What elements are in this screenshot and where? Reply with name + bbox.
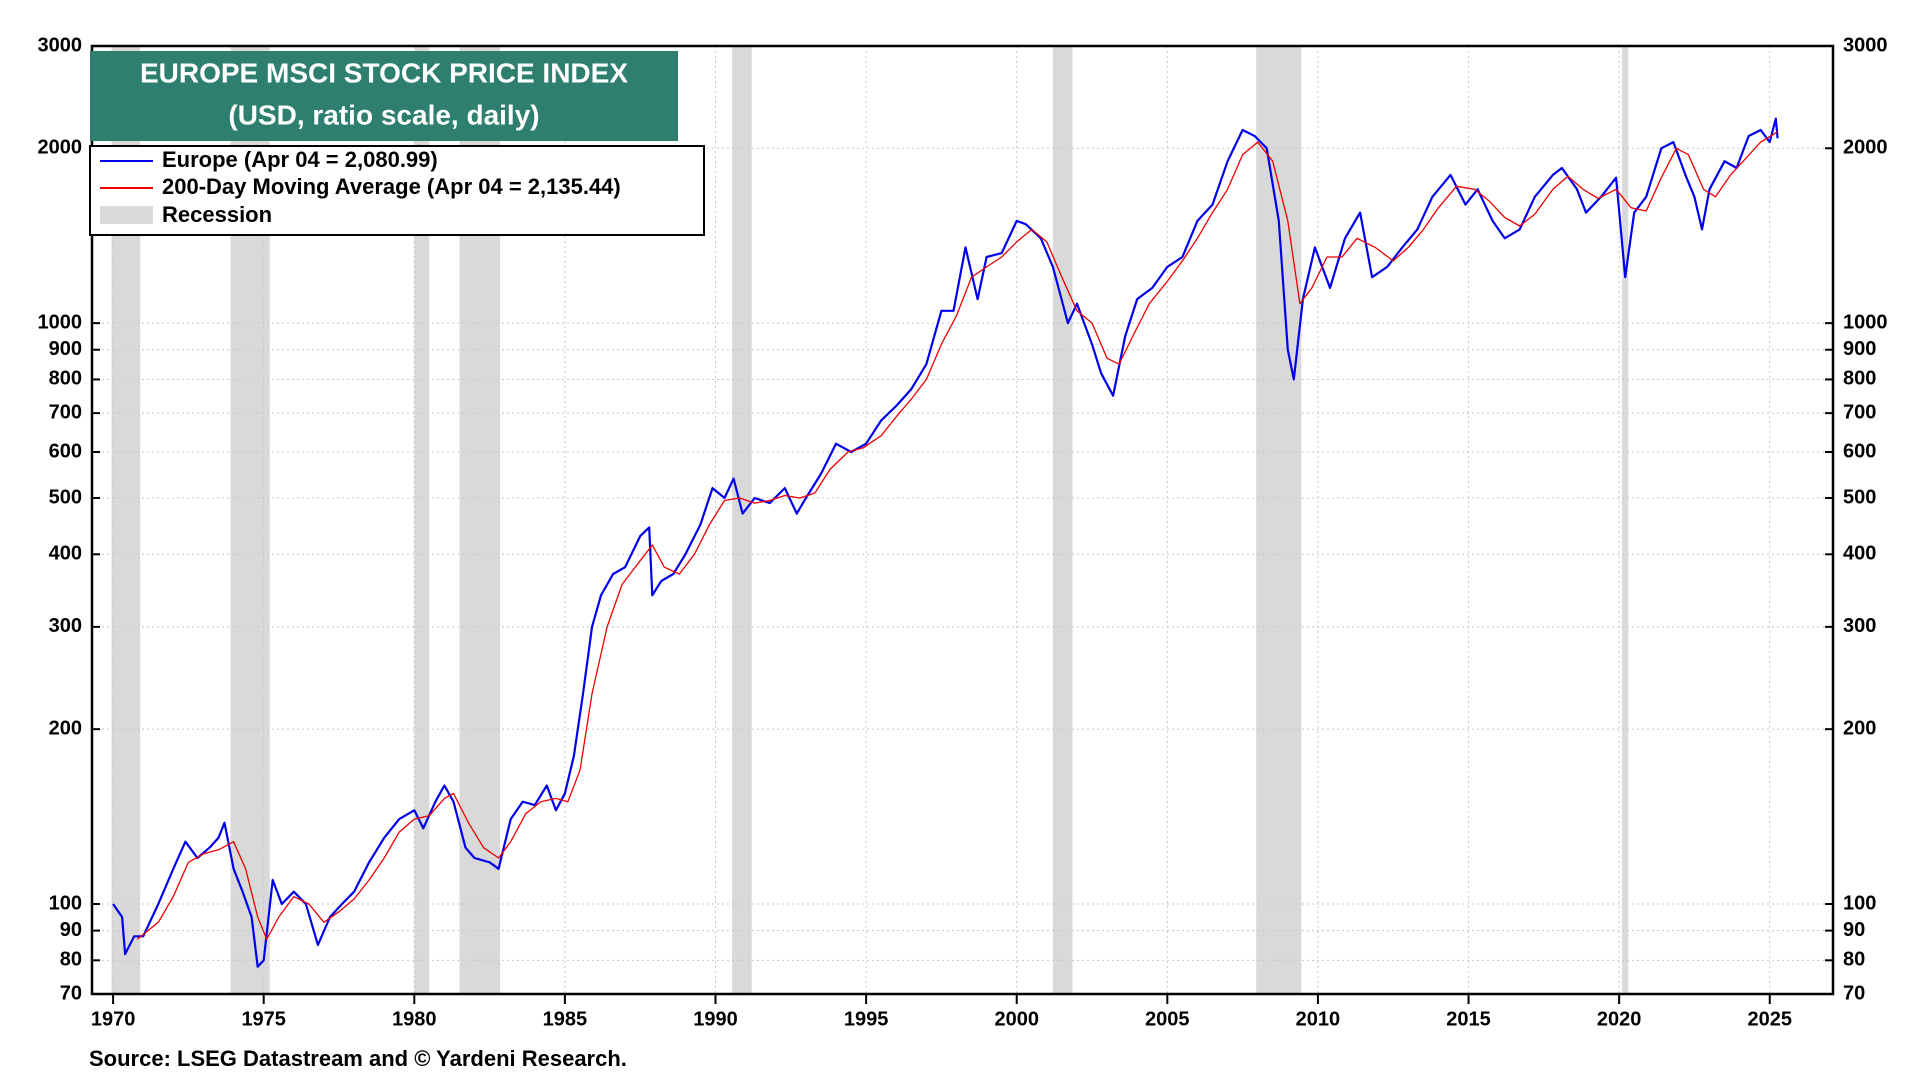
- x-tick-label: 1980: [392, 1008, 437, 1030]
- recession-band: [732, 46, 752, 994]
- y-tick-label: 2000: [38, 137, 83, 159]
- y-tick-label: 900: [1843, 338, 1876, 360]
- x-tick-label: 1995: [844, 1008, 889, 1030]
- y-tick-label: 800: [1843, 368, 1876, 390]
- x-tick-label: 1985: [543, 1008, 588, 1030]
- x-tick-label: 1970: [91, 1008, 136, 1030]
- plot-frame: [90, 44, 1835, 996]
- x-tick-label: 1990: [693, 1008, 738, 1030]
- series-line: [136, 131, 1778, 940]
- recession-band: [1622, 46, 1629, 994]
- y-tick-label: 100: [49, 892, 82, 914]
- series-line: [112, 117, 1779, 968]
- y-tick-label: 600: [49, 440, 82, 462]
- y-tick-label: 90: [60, 919, 82, 941]
- y-tick-label: 2000: [1843, 137, 1888, 159]
- x-tick-label: 1975: [241, 1008, 286, 1030]
- y-tick-label: 500: [1843, 486, 1876, 508]
- y-tick-label: 70: [60, 982, 82, 1004]
- recession-band: [414, 46, 430, 994]
- recession-band: [1256, 46, 1302, 994]
- y-tick-label: 800: [49, 368, 82, 390]
- x-tick-label: 2020: [1597, 1008, 1642, 1030]
- y-tick-label: 90: [1843, 919, 1865, 941]
- y-tick-label: 3000: [38, 34, 83, 56]
- y-tick-label: 1000: [38, 311, 83, 333]
- y-tick-label: 200: [49, 717, 82, 739]
- y-tick-label: 1000: [1843, 311, 1888, 333]
- y-tick-label: 700: [49, 401, 82, 423]
- y-tick-label: 400: [49, 543, 82, 565]
- y-tick-label: 500: [49, 486, 82, 508]
- x-tick-label: 2015: [1446, 1008, 1491, 1030]
- legend-label: Recession: [162, 202, 272, 227]
- source-note: Source: LSEG Datastream and © Yardeni Re…: [89, 1046, 627, 1071]
- x-tick-label: 2005: [1145, 1008, 1190, 1030]
- y-tick-label: 400: [1843, 543, 1876, 565]
- chart-title: EUROPE MSCI STOCK PRICE INDEX: [140, 57, 628, 88]
- y-tick-label: 300: [1843, 615, 1876, 637]
- legend-swatch: [100, 206, 153, 224]
- legend-label: 200-Day Moving Average (Apr 04 = 2,135.4…: [162, 174, 621, 199]
- y-tick-label: 900: [49, 338, 82, 360]
- x-tick-label: 2010: [1296, 1008, 1341, 1030]
- y-tick-label: 70: [1843, 982, 1865, 1004]
- y-tick-label: 300: [49, 615, 82, 637]
- y-tick-label: 700: [1843, 401, 1876, 423]
- x-tick-label: 2000: [994, 1008, 1039, 1030]
- title-box: [90, 51, 678, 141]
- recession-band: [1052, 46, 1073, 994]
- y-tick-label: 80: [60, 949, 82, 971]
- legend-label: Europe (Apr 04 = 2,080.99): [162, 147, 438, 172]
- y-tick-label: 100: [1843, 892, 1876, 914]
- x-tick-label: 2025: [1747, 1008, 1792, 1030]
- chart-subtitle: (USD, ratio scale, daily): [228, 99, 539, 130]
- legend-box: [89, 145, 705, 236]
- y-tick-label: 600: [1843, 440, 1876, 462]
- y-tick-label: 200: [1843, 717, 1876, 739]
- y-tick-label: 3000: [1843, 34, 1888, 56]
- y-tick-label: 80: [1843, 949, 1865, 971]
